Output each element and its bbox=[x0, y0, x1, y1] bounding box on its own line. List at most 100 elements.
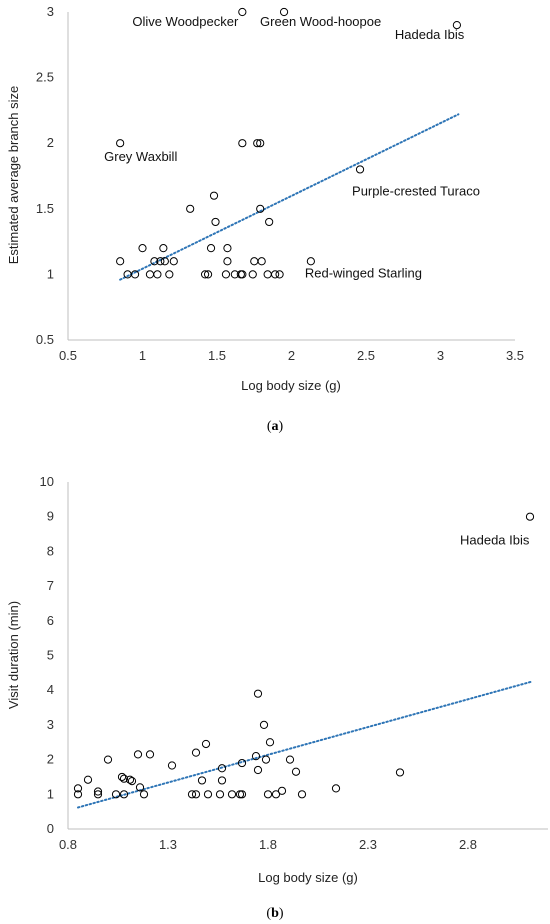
chart-b-data-point bbox=[187, 790, 197, 799]
chart-a-data-point bbox=[223, 244, 232, 253]
chart-a-y-tick-label: 1 bbox=[47, 266, 54, 281]
chart-a-data-point bbox=[306, 257, 315, 266]
chart-a-data-point bbox=[156, 257, 165, 266]
chart-a-data-point bbox=[452, 21, 461, 30]
chart-b-data-point bbox=[265, 738, 275, 747]
chart-b-data-point bbox=[83, 775, 93, 784]
chart-b: 0.8 1.3 1.8 2.3 2.8 0 1 2 3 4 5 6 7 8 9 10 Hadeda Ibis… bbox=[6, 474, 548, 921]
chart-a-data-point bbox=[263, 270, 272, 279]
chart-a-x-tick-label: 3.5 bbox=[506, 348, 524, 363]
chart-a-y-axis-label: Estimated average branch size bbox=[6, 86, 21, 264]
chart-b-points bbox=[73, 512, 535, 799]
chart-a-annotation: Green Wood-hoopoe bbox=[260, 14, 381, 29]
chart-b-y-tick-label: 5 bbox=[47, 648, 54, 663]
chart-b-data-point bbox=[227, 790, 237, 799]
chart-a-x-axis-label: Log body size (g) bbox=[241, 378, 341, 393]
chart-a-data-point bbox=[221, 270, 231, 279]
chart-b-data-point bbox=[103, 755, 113, 764]
chart-b-data-point bbox=[271, 790, 281, 799]
chart-b-data-point bbox=[237, 790, 247, 799]
chart-a-data-point bbox=[248, 270, 257, 279]
chart-b-data-point bbox=[277, 786, 287, 795]
chart-b-axes bbox=[67, 482, 548, 830]
chart-b-data-point bbox=[117, 772, 127, 782]
chart-a-data-point bbox=[256, 139, 265, 148]
chart-b-data-point bbox=[191, 748, 201, 757]
chart-b-x-tick-label: 2.3 bbox=[359, 837, 377, 852]
chart-b-x-tick-label: 1.8 bbox=[259, 837, 277, 852]
chart-b-data-point bbox=[217, 776, 227, 785]
chart-b-data-point bbox=[253, 765, 263, 775]
chart-a-x-tick-label: 3 bbox=[437, 348, 444, 363]
chart-b-data-point bbox=[133, 750, 143, 759]
chart-a-x-tick-label: 1.5 bbox=[208, 348, 226, 363]
chart-a-x-tick-label: 2 bbox=[288, 348, 295, 363]
chart-b-data-point bbox=[215, 790, 225, 799]
chart-a-data-point bbox=[169, 257, 178, 266]
chart-a-annotation: Hadeda Ibis bbox=[395, 27, 465, 42]
chart-b-data-point bbox=[395, 768, 405, 777]
chart-b-y-ticks: 0 1 2 3 4 5 6 7 8 9 10 bbox=[40, 474, 54, 836]
chart-a-y-ticks: 0.5 1 1.5 2 2.5 3 bbox=[36, 4, 54, 347]
chart-a-x-tick-label: 2.5 bbox=[357, 348, 375, 363]
chart-a-axes bbox=[67, 12, 515, 341]
chart-b-y-tick-label: 10 bbox=[40, 474, 54, 489]
chart-a: 0.5 1 1.5 2 2.5 3 3.5 0.5 1 1.5 2 2.5 3 Olive Woodp… bbox=[6, 4, 524, 434]
chart-a-data-point bbox=[279, 7, 289, 17]
chart-b-data-point bbox=[261, 755, 271, 764]
chart-b-y-tick-label: 7 bbox=[47, 578, 54, 593]
chart-b-data-point bbox=[125, 775, 135, 784]
chart-b-x-tick-label: 2.8 bbox=[459, 837, 477, 852]
chart-b-y-tick-label: 3 bbox=[47, 717, 54, 732]
chart-a-caption-letter: a bbox=[272, 419, 279, 434]
chart-b-y-tick-label: 4 bbox=[47, 682, 54, 697]
chart-a-data-point bbox=[145, 270, 155, 279]
chart-b-data-point bbox=[285, 755, 295, 764]
chart-b-data-point bbox=[237, 758, 247, 768]
chart-a-y-tick-label: 1.5 bbox=[36, 201, 54, 216]
chart-a-points bbox=[116, 7, 461, 279]
chart-a-data-point bbox=[271, 270, 280, 279]
chart-b-y-tick-label: 9 bbox=[47, 509, 54, 524]
chart-b-caption-letter: b bbox=[271, 906, 279, 921]
chart-b-trendline bbox=[77, 680, 533, 809]
chart-b-caption: (b) bbox=[266, 906, 283, 921]
chart-a-data-point bbox=[265, 217, 274, 227]
chart-b-data-point bbox=[331, 784, 341, 793]
chart-a-annotations: Olive Woodpecker Green Wood-hoopoe Hadeda … bbox=[104, 14, 480, 280]
chart-b-data-point bbox=[73, 784, 83, 793]
chart-b-data-point bbox=[217, 764, 227, 773]
chart-b-data-point bbox=[203, 790, 213, 799]
chart-b-data-point bbox=[263, 790, 273, 799]
chart-b-data-point bbox=[235, 790, 245, 799]
chart-a-data-point bbox=[250, 257, 259, 266]
chart-a-data-point bbox=[160, 257, 169, 266]
chart-b-data-point bbox=[111, 790, 121, 799]
chart-a-y-tick-label: 0.5 bbox=[36, 332, 54, 347]
chart-a-data-point bbox=[150, 257, 159, 266]
chart-a-x-ticks: 0.5 1 1.5 2 2.5 3 3.5 bbox=[59, 348, 524, 363]
chart-b-annotation: Hadeda Ibis bbox=[460, 533, 530, 548]
chart-b-annotations: Hadeda Ibis bbox=[460, 533, 530, 548]
chart-b-data-point bbox=[259, 720, 269, 730]
chart-a-data-point bbox=[203, 270, 213, 279]
chart-a-x-tick-label: 1 bbox=[139, 348, 146, 363]
chart-a-annotation: Grey Waxbill bbox=[104, 149, 177, 164]
chart-b-x-ticks: 0.8 1.3 1.8 2.3 2.8 bbox=[59, 837, 477, 852]
chart-b-y-tick-label: 6 bbox=[47, 613, 54, 628]
chart-b-x-tick-label: 0.8 bbox=[59, 837, 77, 852]
chart-b-data-point bbox=[145, 750, 155, 759]
chart-b-data-point bbox=[119, 774, 129, 783]
chart-b-data-point bbox=[201, 739, 211, 749]
chart-a-data-point bbox=[159, 244, 168, 253]
chart-b-data-point bbox=[525, 512, 535, 521]
chart-a-data-point bbox=[116, 257, 125, 266]
chart-b-data-point bbox=[119, 790, 129, 799]
chart-a-data-point bbox=[223, 257, 232, 266]
chart-a-annotation: Red-winged Starling bbox=[305, 265, 422, 280]
chart-b-y-axis-label: Visit duration (min) bbox=[6, 601, 21, 709]
chart-b-data-point bbox=[253, 689, 263, 698]
chart-b-data-point bbox=[191, 790, 201, 799]
chart-a-data-point bbox=[275, 270, 284, 279]
